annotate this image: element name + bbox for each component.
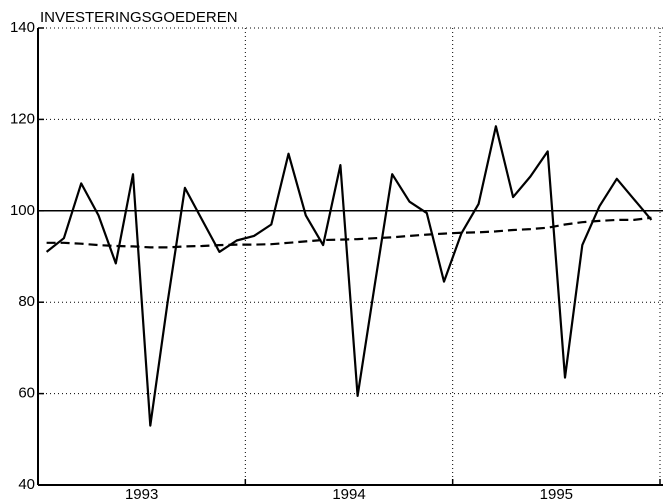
x-period-label: 1995 — [540, 486, 573, 503]
x-period-label: 1994 — [332, 486, 365, 503]
y-tick-label: 60 — [18, 385, 35, 402]
data-line — [45, 125, 653, 427]
data-line — [46, 216, 652, 249]
y-tick-label: 40 — [18, 476, 35, 493]
y-tick-label: 80 — [18, 293, 35, 310]
x-period-label: 1993 — [125, 486, 158, 503]
chart-title: INVESTERINGSGOEDEREN — [40, 9, 238, 26]
y-tick-label: 140 — [10, 19, 35, 36]
y-tick-label: 100 — [10, 202, 35, 219]
y-tick-label: 120 — [10, 110, 35, 127]
